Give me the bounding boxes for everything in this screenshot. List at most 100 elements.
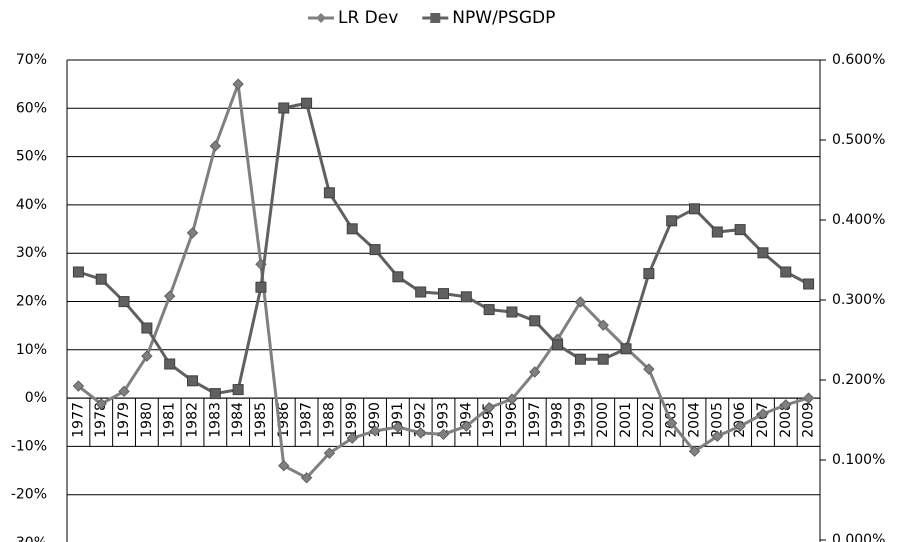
marker (72, 380, 85, 392)
marker (665, 417, 678, 429)
marker (209, 140, 222, 152)
marker (802, 392, 815, 404)
y2-tick-label: 0.500% (832, 132, 885, 148)
marker (369, 425, 381, 437)
marker (414, 427, 427, 439)
marker (187, 375, 198, 387)
marker (346, 432, 358, 444)
x-tick-label: 2000 (595, 402, 611, 438)
marker (346, 223, 358, 235)
x-tick-label: 2002 (641, 402, 657, 438)
marker (483, 304, 495, 316)
marker (118, 385, 130, 398)
y2-tick-label: 0.200% (832, 372, 885, 388)
marker (734, 224, 746, 236)
x-tick-label: 1985 (253, 402, 269, 438)
y-tick-label: 50% (16, 149, 47, 165)
y-tick-label: -20% (11, 487, 47, 503)
marker (255, 281, 267, 293)
y-tick-label: 10% (16, 342, 47, 358)
marker (164, 358, 176, 370)
marker (437, 428, 450, 441)
x-tick-label: 1987 (299, 402, 315, 438)
x-tick-label: 2006 (732, 402, 748, 438)
x-tick-label: 1981 (162, 402, 178, 438)
marker (757, 247, 769, 259)
marker (574, 296, 587, 308)
marker (209, 388, 221, 400)
marker (688, 445, 701, 457)
x-tick-label: 2005 (709, 402, 725, 438)
marker (597, 353, 609, 365)
x-tick-label: 2009 (801, 402, 817, 438)
marker (552, 339, 564, 351)
x-tick-label: 1997 (527, 402, 543, 438)
marker (323, 187, 335, 199)
marker (666, 215, 678, 227)
marker (529, 315, 541, 327)
y-tick-label: 30% (16, 245, 47, 261)
legend-marker (316, 13, 326, 23)
marker (95, 273, 107, 285)
marker (460, 420, 473, 432)
x-tick-label: 1989 (344, 402, 360, 438)
y-tick-label: 60% (16, 100, 47, 116)
marker (392, 271, 404, 283)
marker (300, 472, 313, 484)
x-tick-label: 1999 (572, 402, 588, 438)
marker (780, 399, 792, 411)
marker (163, 290, 176, 302)
marker (392, 421, 404, 433)
y-tick-label: 20% (16, 294, 47, 310)
marker (278, 102, 290, 114)
marker (597, 319, 609, 331)
y-tick-label: -30% (11, 535, 47, 542)
marker (438, 288, 449, 300)
marker (415, 286, 427, 298)
marker (141, 350, 153, 362)
y-tick-label: 0% (25, 390, 47, 406)
x-tick-label: 1977 (70, 402, 86, 438)
marker (141, 322, 153, 334)
marker (643, 268, 655, 280)
x-tick-label: 1984 (230, 402, 246, 438)
x-tick-label: 2004 (687, 402, 703, 438)
y2-tick-label: 0.300% (832, 292, 885, 308)
marker (574, 353, 586, 365)
x-tick-label: 1983 (207, 402, 223, 438)
marker (506, 393, 518, 405)
y-tick-label: 40% (16, 197, 47, 213)
x-tick-label: 1980 (139, 402, 155, 438)
x-tick-label: 1998 (550, 402, 566, 438)
y2-tick-label: 0.000% (832, 532, 885, 542)
marker (369, 244, 381, 256)
x-tick-label: 1988 (321, 402, 337, 438)
marker (711, 430, 724, 442)
marker (643, 363, 655, 375)
legend-marker (430, 13, 441, 23)
x-tick-label: 1996 (504, 402, 520, 438)
x-tick-label: 1982 (185, 402, 201, 438)
marker (232, 78, 244, 90)
marker (483, 402, 495, 414)
marker (780, 266, 792, 278)
x-tick-label: 2007 (755, 402, 771, 438)
x-tick-label: 1992 (413, 402, 429, 438)
marker (460, 291, 472, 303)
marker (232, 384, 244, 396)
x-tick-label: 2001 (618, 402, 634, 438)
y2-tick-label: 0.100% (832, 452, 885, 468)
marker (95, 398, 107, 410)
marker (278, 460, 290, 472)
marker (757, 408, 769, 420)
marker (689, 203, 700, 215)
y-tick-label: 70% (16, 52, 47, 68)
marker (118, 296, 130, 308)
x-tick-label: 2008 (778, 402, 794, 438)
y-tick-label: -10% (11, 438, 47, 454)
legend-label: LR Dev (338, 8, 398, 28)
y2-tick-label: 0.600% (832, 52, 885, 68)
legend: LR Dev NPW/PSGDP (308, 8, 555, 28)
